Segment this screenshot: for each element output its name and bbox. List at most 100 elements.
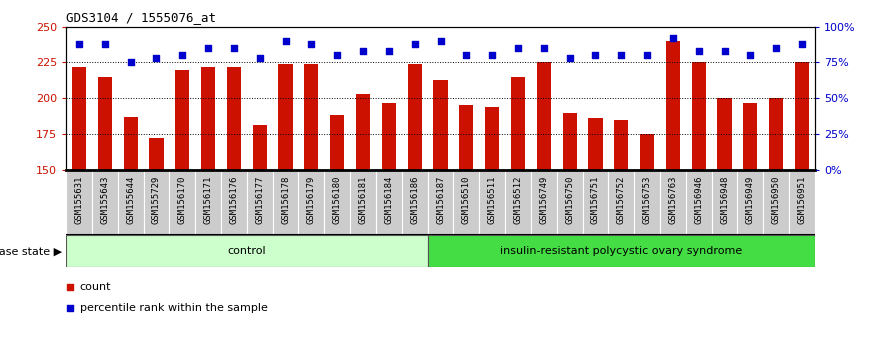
Bar	[98, 77, 112, 170]
Text: GSM156946: GSM156946	[694, 175, 703, 223]
Bar	[479, 170, 505, 235]
Point	[201, 45, 215, 51]
Bar	[402, 170, 427, 235]
Point	[123, 59, 137, 65]
Point	[408, 41, 422, 47]
Point	[717, 48, 731, 54]
Point	[744, 52, 758, 58]
Bar	[660, 170, 685, 235]
Text: GSM156763: GSM156763	[669, 175, 677, 223]
Bar	[562, 113, 577, 170]
Text: GSM156179: GSM156179	[307, 175, 316, 223]
Bar	[150, 138, 164, 170]
Bar	[427, 235, 815, 267]
Bar	[72, 67, 86, 170]
Text: GSM156181: GSM156181	[359, 175, 367, 223]
Text: GSM156186: GSM156186	[411, 175, 419, 223]
Bar	[737, 170, 763, 235]
Text: GSM156510: GSM156510	[462, 175, 470, 223]
Bar	[609, 170, 634, 235]
Bar	[226, 67, 241, 170]
Point	[150, 55, 164, 61]
Bar	[505, 170, 531, 235]
Bar	[324, 170, 350, 235]
Point	[227, 45, 241, 51]
Bar	[196, 170, 221, 235]
Bar	[356, 94, 370, 170]
Bar	[640, 134, 655, 170]
Bar	[614, 120, 628, 170]
Point	[537, 45, 551, 51]
Text: percentile rank within the sample: percentile rank within the sample	[79, 303, 268, 313]
Bar	[175, 70, 189, 170]
Text: GSM156511: GSM156511	[488, 175, 497, 223]
Point	[98, 41, 112, 47]
Text: GSM156180: GSM156180	[333, 175, 342, 223]
Bar	[789, 170, 815, 235]
Bar	[169, 170, 196, 235]
Text: GSM156512: GSM156512	[514, 175, 522, 223]
Text: GSM156178: GSM156178	[281, 175, 290, 223]
Bar	[454, 170, 479, 235]
Point	[356, 48, 370, 54]
Bar	[408, 64, 422, 170]
Bar	[459, 105, 473, 170]
Bar	[201, 67, 215, 170]
Point	[485, 52, 500, 58]
Point	[640, 52, 654, 58]
Bar	[350, 170, 376, 235]
Bar	[433, 80, 448, 170]
Bar	[511, 77, 525, 170]
Point	[459, 52, 473, 58]
Text: GDS3104 / 1555076_at: GDS3104 / 1555076_at	[66, 11, 216, 24]
Bar	[712, 170, 737, 235]
Text: GSM156170: GSM156170	[178, 175, 187, 223]
Text: GSM156171: GSM156171	[204, 175, 212, 223]
Bar	[221, 170, 247, 235]
Bar	[763, 170, 789, 235]
Text: disease state ▶: disease state ▶	[0, 246, 62, 256]
Text: GSM155729: GSM155729	[152, 175, 161, 223]
Bar	[744, 103, 758, 170]
Text: GSM156752: GSM156752	[617, 175, 626, 223]
Bar	[795, 62, 809, 170]
Point	[769, 45, 783, 51]
Text: insulin-resistant polycystic ovary syndrome: insulin-resistant polycystic ovary syndr…	[500, 246, 743, 256]
Point	[381, 48, 396, 54]
Text: GSM156948: GSM156948	[720, 175, 729, 223]
Bar	[66, 170, 92, 235]
Point	[692, 48, 706, 54]
Bar	[66, 235, 427, 267]
Bar	[589, 118, 603, 170]
Bar	[118, 170, 144, 235]
Point	[563, 55, 577, 61]
Point	[614, 52, 628, 58]
Bar	[427, 170, 454, 235]
Point	[304, 41, 318, 47]
Point	[72, 41, 86, 47]
Text: control: control	[227, 246, 266, 256]
Bar	[253, 125, 267, 170]
Bar	[685, 170, 712, 235]
Bar	[330, 115, 344, 170]
Point	[589, 52, 603, 58]
Bar	[381, 103, 396, 170]
Point	[511, 45, 525, 51]
Bar	[144, 170, 169, 235]
Point	[63, 306, 77, 311]
Point	[253, 55, 267, 61]
Bar	[634, 170, 660, 235]
Bar	[304, 64, 319, 170]
Text: GSM155643: GSM155643	[100, 175, 109, 223]
Point	[278, 38, 292, 44]
Bar	[769, 98, 783, 170]
Bar	[272, 170, 299, 235]
Point	[666, 35, 680, 41]
Text: GSM156749: GSM156749	[539, 175, 548, 223]
Bar	[92, 170, 118, 235]
Bar	[582, 170, 609, 235]
Point	[433, 38, 448, 44]
Point	[330, 52, 344, 58]
Bar	[123, 117, 137, 170]
Text: GSM156949: GSM156949	[746, 175, 755, 223]
